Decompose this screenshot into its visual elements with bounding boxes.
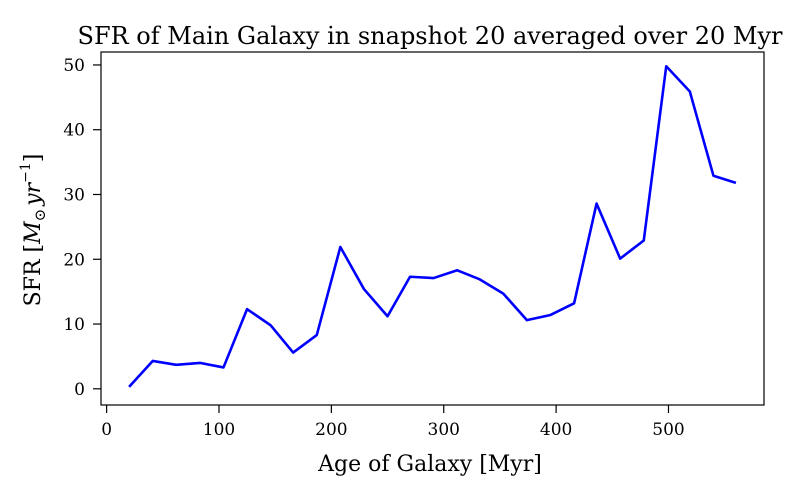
x-axis-label: Age of Galaxy [Myr] bbox=[317, 452, 542, 477]
y-tick-label: 20 bbox=[63, 250, 85, 270]
sfr-series-points bbox=[129, 66, 736, 387]
x-axis-ticks: 0 100 200 300 400 500 bbox=[101, 405, 685, 440]
y-axis-label-unit-exp: −1 bbox=[18, 162, 34, 183]
chart-title: SFR of Main Galaxy in snapshot 20 averag… bbox=[78, 22, 783, 50]
plot-area-frame bbox=[100, 51, 765, 406]
y-axis-label-suffix: ] bbox=[21, 154, 46, 163]
y-tick-label: 0 bbox=[74, 380, 85, 400]
y-tick-label: 30 bbox=[63, 185, 85, 205]
y-axis-label-unit-sun: ⊙ bbox=[31, 209, 49, 222]
sfr-series-line bbox=[128, 64, 737, 388]
y-axis-label-prefix: SFR [ bbox=[21, 244, 46, 306]
x-tick-label: 300 bbox=[428, 420, 460, 440]
y-tick-label: 10 bbox=[63, 315, 85, 335]
x-tick-label: 500 bbox=[652, 420, 684, 440]
y-tick-label: 50 bbox=[63, 56, 85, 76]
y-axis-label: SFR [M⊙ yr−1] bbox=[18, 154, 49, 307]
x-tick-label: 100 bbox=[203, 420, 235, 440]
y-axis-ticks: 0 10 20 30 40 50 bbox=[63, 56, 101, 400]
y-tick-label: 40 bbox=[63, 121, 85, 141]
x-tick-label: 0 bbox=[101, 420, 112, 440]
y-axis-label-unit-m: M bbox=[21, 221, 46, 245]
y-axis-label-unit-yr: yr bbox=[21, 181, 46, 206]
x-tick-label: 200 bbox=[315, 420, 347, 440]
x-tick-label: 400 bbox=[540, 420, 572, 440]
